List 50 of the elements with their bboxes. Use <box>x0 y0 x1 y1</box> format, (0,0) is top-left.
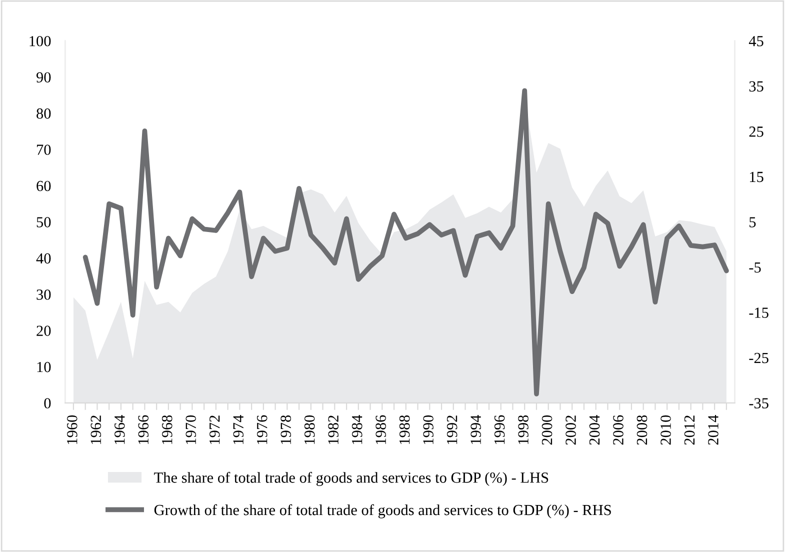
x-tick-label: 1962 <box>90 416 102 444</box>
x-tick-label: 1960 <box>66 415 78 444</box>
y-tick-label: 90 <box>36 72 51 83</box>
y-tick-label: 30 <box>36 289 51 300</box>
y-tick-label: 50 <box>36 217 51 228</box>
x-tick-label: 1970 <box>186 415 196 444</box>
y2-tick-label: 45 <box>748 36 764 46</box>
x-tick-label: 1964 <box>114 415 125 444</box>
x-tick-label: 1986 <box>376 415 386 444</box>
x-tick-label: 1980 <box>304 415 315 444</box>
x-tick-label: 1982 <box>328 416 338 444</box>
x-tick-label: 2008 <box>636 415 648 445</box>
x-tick-label: 1996 <box>494 415 505 444</box>
x-tick-label: 2014 <box>708 415 718 445</box>
x-tick-label: 2010 <box>660 415 671 445</box>
x-tick-label: 1972 <box>209 416 220 444</box>
legend-label: The share of total trade of goods and services to GDP (%) - LHS <box>154 472 548 486</box>
y2-tick-label: 5 <box>750 217 756 228</box>
x-tick-label: 1968 <box>162 415 172 444</box>
y-tick-label: 40 <box>36 253 51 264</box>
y-tick-label: 100 <box>30 36 51 46</box>
y2-tick-label: -15 <box>749 308 768 318</box>
y2-tick-label: 35 <box>749 81 764 92</box>
y-tick-label: 10 <box>37 362 51 372</box>
x-tick-label: 2006 <box>613 415 624 445</box>
y-tick-label: 0 <box>44 398 51 408</box>
y2-tick-label: 25 <box>749 126 764 137</box>
x-tick-label: 1988 <box>399 415 410 444</box>
x-tick-label: 1966 <box>138 415 149 444</box>
legend-label: Growth of the share of total trade of goods and services to GDP (%) - RHS <box>154 504 611 518</box>
x-tick-label: 2002 <box>566 416 576 445</box>
x-tick-label: 1990 <box>423 415 434 444</box>
x-tick-label: 1992 <box>446 416 458 444</box>
x-tick-label: 1998 <box>518 415 528 444</box>
x-tick-label: 1978 <box>280 415 291 444</box>
x-tick-label: 2012 <box>684 416 695 445</box>
x-tick-label: 1976 <box>256 415 268 444</box>
x-tick-label: 1984 <box>352 415 362 444</box>
y-tick-label: 80 <box>36 108 51 119</box>
x-tick-label: 2000 <box>542 415 552 445</box>
y2-tick-label: 15 <box>750 172 764 182</box>
x-tick-label: 2004 <box>589 415 600 445</box>
y2-tick-label: -25 <box>749 352 768 364</box>
x-tick-label: 1974 <box>233 415 244 444</box>
y-tick-label: 20 <box>36 326 51 336</box>
y2-tick-label: -5 <box>749 262 761 273</box>
x-tick-label: 1994 <box>470 415 481 444</box>
y-tick-label: 60 <box>36 180 51 192</box>
y2-tick-label: -35 <box>749 398 768 408</box>
y-tick-label: 70 <box>36 144 51 155</box>
